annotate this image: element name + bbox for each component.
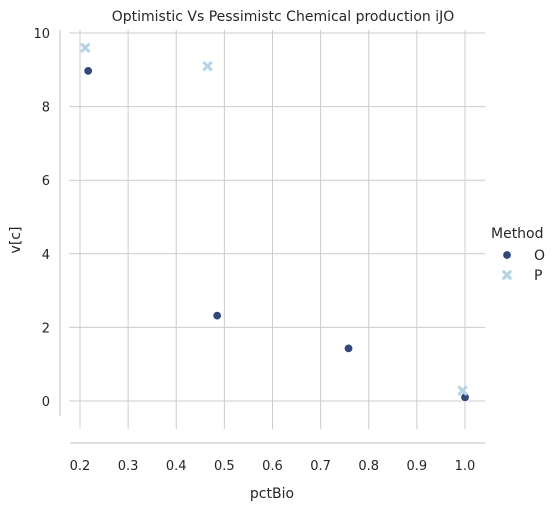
x-tick-label: 1.0 xyxy=(455,459,476,474)
y-tick-label: 8 xyxy=(42,101,50,116)
x-axis-ticks: 0.2 0.3 0.4 0.5 0.6 0.7 0.8 0.9 1.0 xyxy=(70,459,476,474)
y-axis-label: v[c] xyxy=(8,227,24,254)
series-o-point-circle-marker xyxy=(212,310,222,321)
y-tick-label: 6 xyxy=(42,174,50,189)
data-points xyxy=(80,42,470,403)
series-p-point-x-marker xyxy=(80,42,91,53)
y-tick-label: 0 xyxy=(42,395,50,410)
x-axis-label: pctBio xyxy=(250,486,294,502)
legend-p-x-marker xyxy=(501,269,513,281)
y-tick-label: 4 xyxy=(42,248,50,263)
y-tick-label: 10 xyxy=(33,27,50,42)
x-tick-label: 0.7 xyxy=(310,459,331,474)
legend-title: Method xyxy=(491,226,544,242)
series-p-point-x-marker xyxy=(202,60,213,72)
x-tick-label: 0.4 xyxy=(166,459,187,474)
x-tick-label: 0.2 xyxy=(70,459,91,474)
legend-label-p: P xyxy=(534,268,542,284)
x-tick-label: 0.6 xyxy=(262,459,283,474)
y-axis-ticks: 0 2 4 6 8 10 xyxy=(33,27,50,410)
axes-spines xyxy=(59,30,485,444)
legend-o-circle-marker xyxy=(502,250,512,260)
grid xyxy=(69,30,485,429)
x-tick-label: 0.9 xyxy=(407,459,428,474)
series-o-point-circle-marker xyxy=(83,66,93,76)
series-p-point-x-marker xyxy=(457,385,468,396)
chart-title: Optimistic Vs Pessimistc Chemical produc… xyxy=(112,9,455,25)
y-tick-label: 2 xyxy=(42,321,50,336)
series-o-point-circle-marker xyxy=(343,343,354,354)
x-tick-label: 0.3 xyxy=(118,459,139,474)
legend: Method OP xyxy=(491,226,545,284)
legend-label-o: O xyxy=(534,248,545,264)
x-tick-label: 0.8 xyxy=(358,459,379,474)
x-tick-label: 0.5 xyxy=(214,459,235,474)
